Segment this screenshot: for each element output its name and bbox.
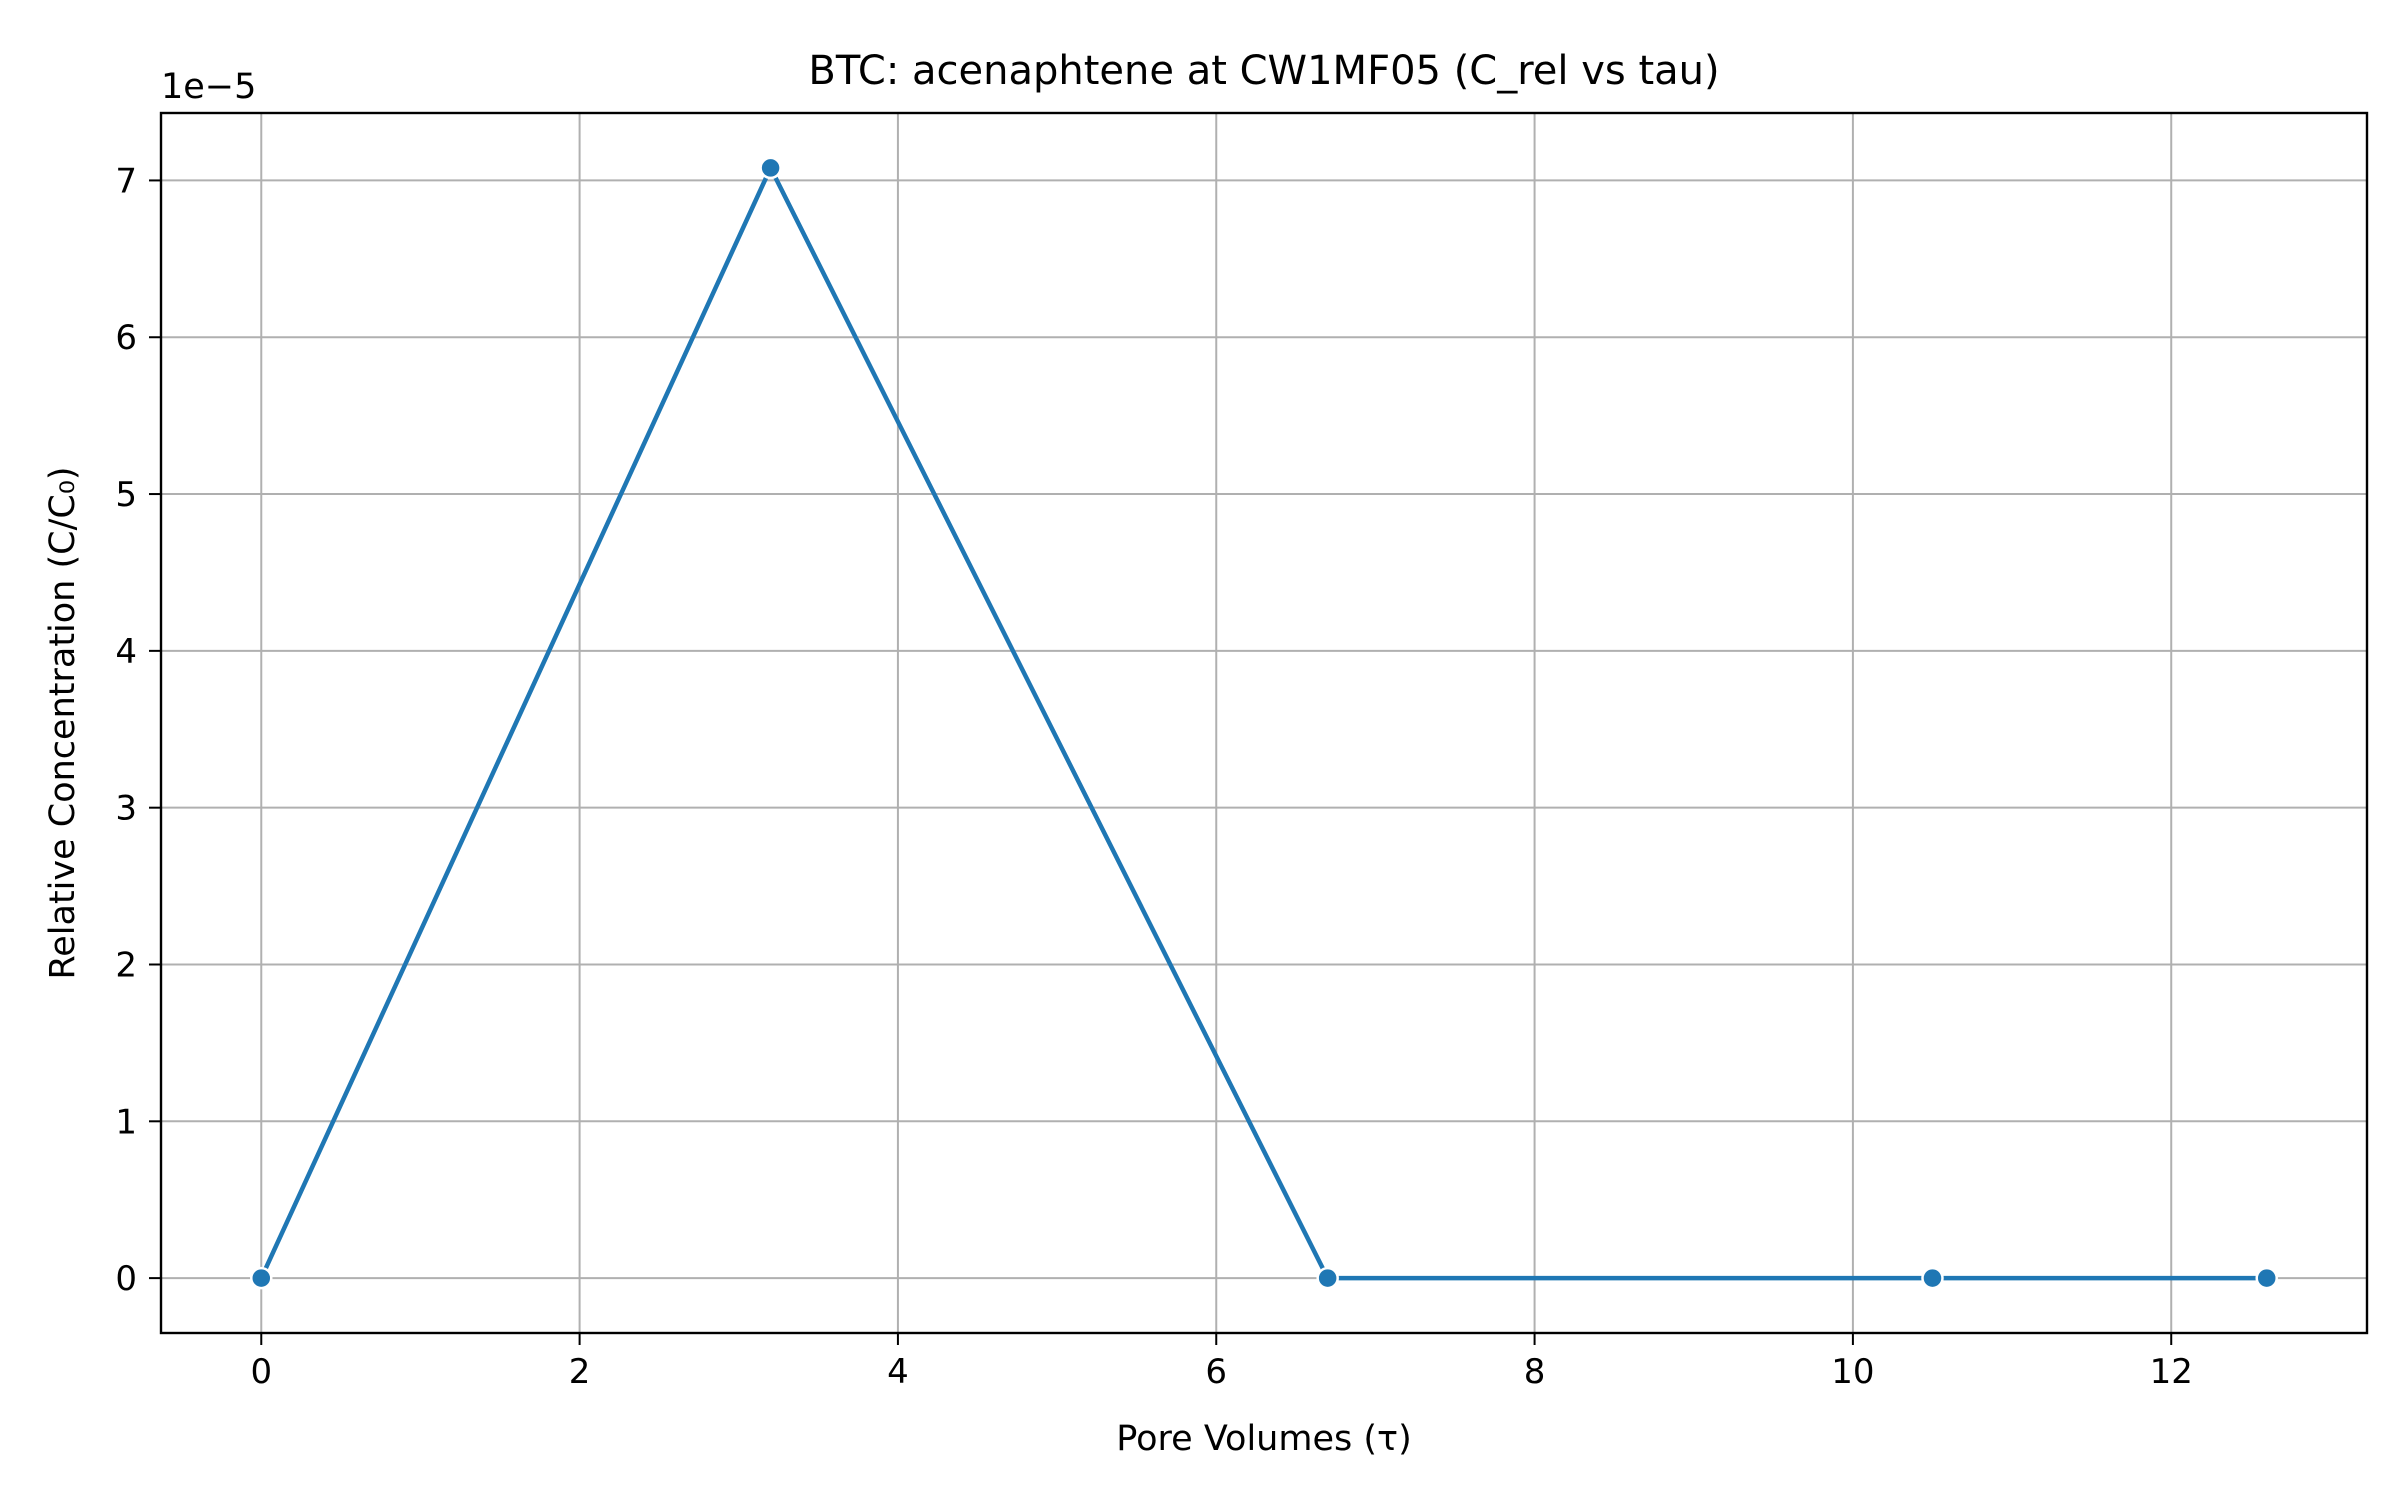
y-tick-label: 1	[115, 1102, 137, 1142]
data-point	[759, 156, 782, 180]
y-axis-label: Relative Concentration (C/C₀)	[43, 466, 83, 979]
x-tick-label: 10	[1831, 1352, 1874, 1392]
x-tick-label: 2	[569, 1352, 591, 1392]
grid-lines	[161, 113, 2367, 1333]
y-tick-label: 5	[115, 475, 137, 515]
data-point	[1316, 1266, 1339, 1290]
series-layer	[250, 156, 2278, 1290]
y-tick-label: 3	[115, 789, 137, 829]
x-tick-label: 8	[1524, 1352, 1546, 1392]
y-tick-label: 7	[115, 161, 137, 201]
y-tick-label: 6	[115, 318, 137, 358]
y-axis-offset-label: 1e−5	[161, 67, 256, 107]
y-tick-label: 0	[115, 1259, 137, 1299]
x-tick-label: 4	[887, 1352, 909, 1392]
plot-area-frame	[159, 111, 2369, 1335]
data-point	[1921, 1266, 1944, 1290]
x-tick-label: 6	[1205, 1352, 1227, 1392]
data-point	[250, 1266, 273, 1290]
chart-title: BTC: acenaphtene at CW1MF05 (C_rel vs ta…	[808, 48, 1719, 94]
x-tick-label: 12	[2150, 1352, 2193, 1392]
y-tick-label: 4	[115, 632, 137, 672]
x-axis-label: Pore Volumes (τ)	[1116, 1419, 1411, 1459]
x-tick-label: 0	[250, 1352, 272, 1392]
data-point	[2255, 1266, 2278, 1290]
y-tick-label: 2	[115, 945, 137, 985]
